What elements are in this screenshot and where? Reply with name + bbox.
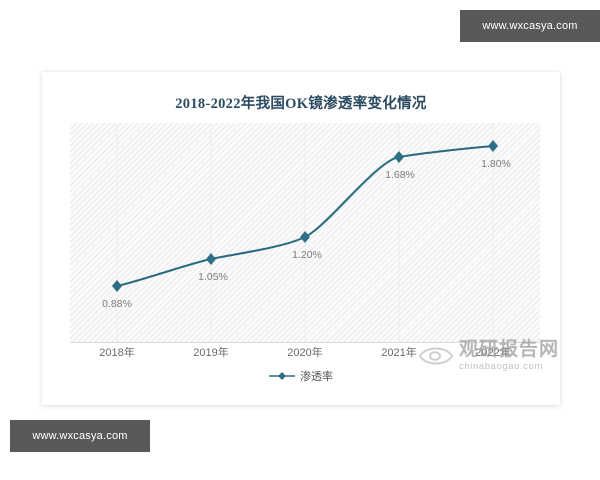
x-tick-2021: 2021年 [381, 347, 417, 359]
data-label-2021: 1.68% [385, 169, 415, 181]
plot-area: 0.88% 1.05% 1.20% 1.68% 1.80% [70, 123, 540, 343]
x-tick-2019: 2019年 [193, 347, 229, 359]
chart-title: 2018-2022年我国OK镜渗透率变化情况 [175, 96, 427, 112]
url-banner-top-right-text: www.wxcasya.com [482, 20, 578, 32]
data-label-2019: 1.05% [198, 271, 228, 283]
x-axis: 2018年 2019年 2020年 2021年 2022年 [70, 344, 540, 366]
legend-label-渗透率: 渗透率 [300, 371, 333, 383]
x-tick-2018: 2018年 [99, 347, 135, 359]
x-tick-2022: 2022年 [475, 347, 511, 359]
line-chart-svg [112, 123, 498, 342]
series-markers [112, 140, 498, 292]
data-point-2022 [488, 140, 498, 152]
data-point-2019 [206, 253, 216, 265]
url-banner-top-right: www.wxcasya.com [460, 10, 600, 42]
legend-marker-icon [269, 372, 295, 380]
data-point-2020 [300, 231, 310, 243]
chart-card: 2018-2022年我国OK镜渗透率变化情况 0.88% [42, 72, 560, 405]
data-label-2022: 1.80% [481, 158, 511, 170]
data-label-2018: 0.88% [102, 298, 132, 310]
url-banner-bottom-left-text: www.wxcasya.com [32, 430, 128, 442]
data-point-2021 [394, 151, 404, 163]
url-banner-bottom-left: www.wxcasya.com [10, 420, 150, 452]
chart-legend: 渗透率 [42, 368, 560, 384]
data-label-2020: 1.20% [292, 249, 322, 261]
data-point-2018 [112, 280, 122, 292]
x-tick-2020: 2020年 [287, 347, 323, 359]
